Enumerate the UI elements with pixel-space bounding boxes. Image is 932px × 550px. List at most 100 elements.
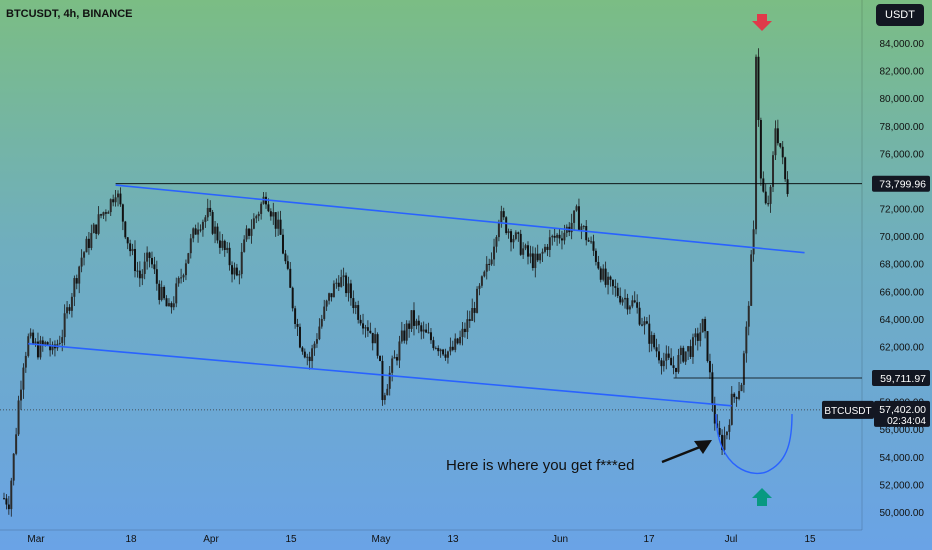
candle-body [354, 305, 357, 309]
candle-body [362, 323, 365, 329]
candle-body [412, 310, 415, 326]
candle-body [548, 237, 551, 250]
candle-body [774, 128, 777, 156]
candle-body [180, 277, 183, 279]
up-arrow-icon [752, 488, 772, 506]
candle-body [214, 226, 217, 234]
candle-body [102, 212, 105, 216]
candle-body [529, 253, 532, 257]
candle-body [410, 310, 413, 329]
candle-body [444, 354, 447, 358]
candle-body [294, 308, 297, 324]
candle-body [704, 319, 707, 332]
candle-body [667, 353, 670, 358]
candle-body [776, 128, 779, 144]
candle-body [527, 245, 529, 257]
candle-body [269, 211, 272, 217]
candle-body [767, 203, 770, 205]
candle-body [502, 211, 505, 218]
candle-body [112, 199, 115, 203]
candle-body [291, 287, 294, 309]
candle-body [349, 283, 352, 299]
candle-body [641, 324, 644, 326]
candle-body [252, 218, 255, 229]
candle-body [70, 296, 73, 311]
currency-button[interactable]: USDT [876, 4, 924, 26]
candle-body [723, 435, 726, 450]
candle-body [340, 277, 343, 287]
candle-body [7, 504, 10, 510]
candle-body [347, 283, 350, 294]
symbol-tag-bg [822, 400, 874, 419]
candle-body [757, 56, 760, 121]
candle-body [490, 259, 493, 265]
candle-body [12, 453, 15, 481]
candle-body [330, 293, 333, 298]
symbol-title[interactable]: BTCUSDT, 4h, BINANCE [6, 8, 133, 20]
candle-body [541, 251, 544, 254]
candle-body [781, 146, 784, 158]
candle-body [631, 300, 634, 307]
candle-body [536, 253, 539, 261]
candle-body [713, 404, 716, 424]
candle-body [718, 428, 721, 435]
candle-body [267, 204, 270, 212]
candle-body [684, 351, 687, 362]
candle-body [604, 268, 607, 285]
y-tick-label: 68,000.00 [880, 260, 925, 271]
candle-body [582, 225, 585, 227]
candle-body [376, 334, 379, 356]
candle-body [17, 400, 20, 435]
x-tick-label: 15 [285, 534, 297, 545]
x-tick-label: Jul [725, 534, 738, 545]
y-tick-label: 84,000.00 [880, 39, 925, 50]
candle-body [289, 268, 292, 288]
candle-body [500, 211, 503, 223]
candle-body [97, 214, 100, 234]
candle-body [352, 298, 355, 309]
candle-body [19, 389, 22, 401]
candle-body [725, 431, 728, 436]
candle-body [221, 240, 224, 248]
candle-body [633, 300, 636, 303]
candle-body [141, 273, 144, 279]
y-tick-label: 66,000.00 [880, 287, 925, 298]
candle-body [109, 199, 112, 213]
candle-body [742, 353, 745, 385]
candle-body [476, 288, 479, 313]
candle-body [80, 257, 83, 267]
candle-body [396, 357, 398, 361]
candle-body [769, 186, 772, 204]
candle-body [235, 267, 238, 276]
candle-body [274, 212, 277, 229]
candle-body [653, 335, 656, 348]
candle-body [335, 282, 338, 284]
candle-body [786, 179, 789, 195]
candle-body [611, 279, 614, 287]
annotation-arrow-shaft [661, 445, 701, 464]
y-tick-label: 54,000.00 [880, 453, 925, 464]
candle-body [471, 308, 474, 321]
candle-body [687, 346, 690, 352]
candle-body [177, 278, 180, 284]
candle-body [553, 235, 556, 238]
candle-body [672, 365, 675, 368]
candle-body [163, 286, 166, 299]
annotation-text: Here is where you get f***ed [446, 457, 634, 474]
candle-body [609, 276, 612, 280]
candle-body [279, 219, 282, 235]
candle-body [187, 253, 190, 264]
candle-body [260, 203, 263, 214]
candle-body [745, 326, 748, 354]
candle-body [320, 318, 323, 327]
y-tick-label: 70,000.00 [880, 232, 925, 243]
candle-body [298, 326, 301, 348]
level-label-59711-bg [872, 370, 930, 387]
candle-body [68, 307, 71, 311]
candle-body [150, 257, 153, 265]
candle-body [546, 246, 549, 250]
candle-body [391, 358, 394, 373]
candle-body [148, 252, 151, 258]
candle-body [325, 300, 328, 307]
